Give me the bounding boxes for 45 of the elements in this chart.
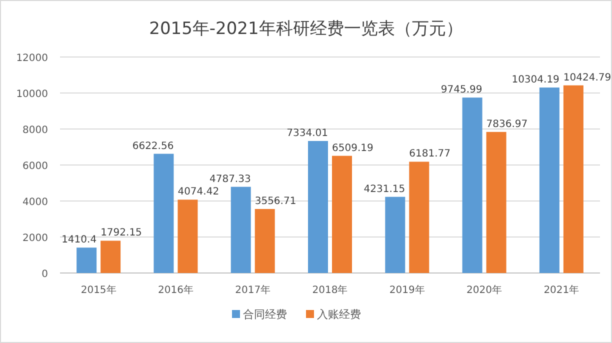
x-tick-label: 2021年 <box>544 284 580 296</box>
y-tick-label: 8000 <box>22 125 48 136</box>
bar <box>100 240 121 273</box>
data-label: 4074.42 <box>178 186 220 198</box>
bar <box>178 200 198 273</box>
bar <box>230 186 251 273</box>
data-label: 9745.99 <box>440 84 482 96</box>
y-tick-label: 4000 <box>22 197 48 208</box>
data-label: 6181.77 <box>409 148 450 160</box>
bar <box>563 85 584 273</box>
bar <box>154 154 174 273</box>
y-tick-label: 0 <box>42 269 48 280</box>
y-tick-label: 12000 <box>16 53 48 64</box>
data-label: 4231.15 <box>364 184 406 195</box>
bar <box>76 248 97 273</box>
legend-label: 合同经费 <box>243 308 287 321</box>
data-label: 7334.01 <box>286 128 328 139</box>
bar <box>254 208 275 273</box>
x-tick-label: 2016年 <box>158 284 194 296</box>
bar <box>486 132 506 273</box>
legend-label: 入账经费 <box>317 308 361 321</box>
data-label: 1410.4 <box>62 234 97 246</box>
bar <box>385 196 406 273</box>
data-label: 6622.56 <box>132 140 174 152</box>
data-label: 10304.19 <box>512 74 560 86</box>
bar <box>332 156 352 273</box>
x-tick-label: 2020年 <box>466 284 502 296</box>
bar <box>409 162 430 273</box>
chart-title: 2015年-2021年科研经费一览表（万元） <box>149 19 463 39</box>
x-tick-label: 2018年 <box>312 284 348 296</box>
x-tick-label: 2017年 <box>235 284 271 296</box>
data-label: 7836.97 <box>486 118 528 130</box>
y-tick-label: 10000 <box>16 89 48 100</box>
data-label: 1792.15 <box>100 228 142 239</box>
y-tick-label: 2000 <box>22 233 48 244</box>
data-label: 6509.19 <box>332 142 374 154</box>
x-tick-label: 2019年 <box>389 284 425 296</box>
bar <box>462 98 482 273</box>
data-label: 3556.71 <box>254 196 296 207</box>
data-label: 4787.33 <box>210 174 251 185</box>
bar <box>539 88 560 273</box>
data-label: 10424.79 <box>563 72 612 84</box>
bar <box>308 140 328 273</box>
x-tick-label: 2015年 <box>80 284 116 296</box>
y-tick-label: 6000 <box>22 161 48 172</box>
